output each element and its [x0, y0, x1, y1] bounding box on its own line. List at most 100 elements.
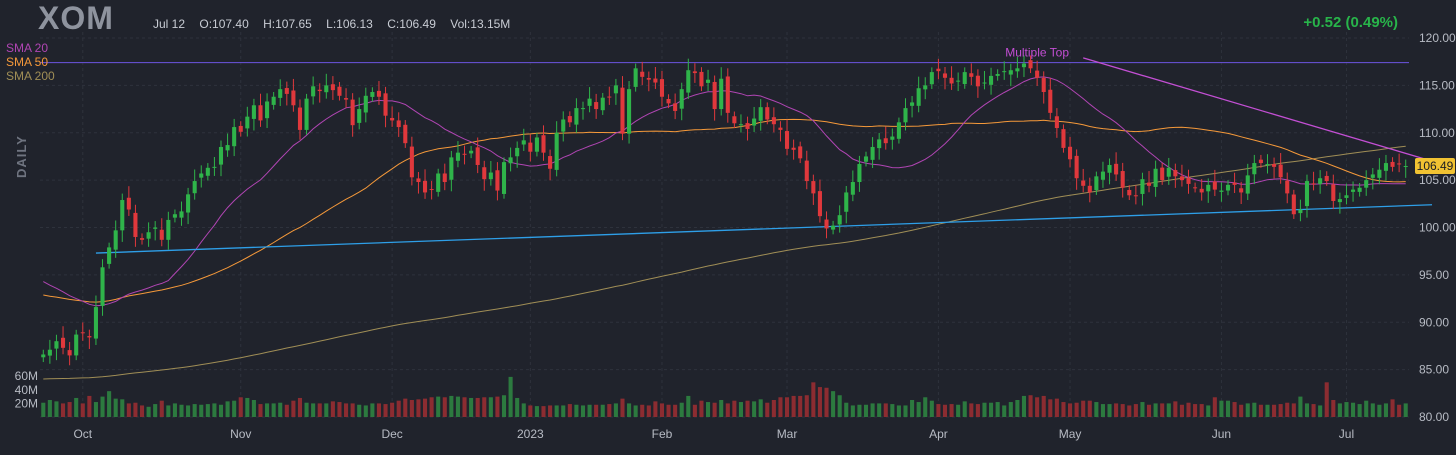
candle-body — [291, 90, 296, 106]
candle-body — [1311, 183, 1316, 185]
candle-body — [653, 78, 658, 83]
candle-body — [166, 219, 171, 240]
candle-body — [390, 117, 395, 121]
candle-body — [1298, 209, 1303, 214]
candle-body — [107, 247, 112, 264]
volume-bars — [41, 376, 1408, 417]
volume-bar — [192, 404, 197, 417]
volume-bar — [1258, 404, 1263, 417]
volume-bar — [429, 397, 434, 417]
candle-body — [580, 108, 586, 110]
legend-sma-50[interactable]: SMA 50 — [6, 55, 49, 69]
volume-bar — [291, 400, 296, 417]
volume-bar — [567, 404, 572, 417]
volume-bar — [1298, 396, 1303, 417]
candle-body — [528, 142, 533, 152]
volume-bar — [344, 403, 349, 417]
volume-bar — [1074, 402, 1079, 417]
candle-body — [409, 146, 414, 178]
volume-bar — [554, 405, 559, 417]
candle-body — [179, 211, 184, 218]
volume-bar — [640, 404, 645, 417]
legend-sma-20[interactable]: SMA 20 — [6, 41, 49, 55]
volume-bar — [60, 403, 66, 417]
candle-body — [890, 136, 895, 140]
volume-bar — [1048, 399, 1053, 417]
candle-body — [1166, 167, 1171, 177]
candle-body — [725, 76, 730, 113]
candle-body — [469, 150, 474, 154]
y-tick-label: 90.00 — [1419, 315, 1449, 329]
pattern-annotation: Multiple Top — [1005, 46, 1069, 60]
volume-bar — [41, 402, 46, 417]
volume-bar — [508, 376, 513, 417]
volume-bar — [1002, 405, 1007, 417]
volume-bar — [1133, 404, 1138, 417]
volume-bar — [1278, 404, 1283, 417]
volume-bar — [949, 404, 954, 417]
candle-body — [376, 90, 381, 97]
candle-body — [521, 140, 526, 145]
price-change: +0.52 (0.49%) — [1303, 14, 1398, 31]
candle-body — [1206, 184, 1211, 192]
legend-sma-200[interactable]: SMA 200 — [6, 69, 55, 83]
volume-bar — [1186, 402, 1191, 417]
axes: 80.00 85.00 90.00 95.00 100.00 105.00 110.00 11… — [15, 31, 1456, 441]
candle-body — [93, 307, 98, 339]
candle-body — [929, 72, 934, 85]
volume-bar — [1364, 400, 1369, 417]
volume-bar — [107, 391, 112, 417]
candle-body — [1278, 164, 1283, 178]
candle-body — [1160, 167, 1165, 181]
candle-body — [1324, 175, 1329, 182]
volume-bar — [633, 405, 638, 417]
candle-body — [495, 170, 500, 191]
candle-body — [80, 332, 85, 334]
volume-bar — [1114, 403, 1119, 417]
volume-bar — [251, 400, 256, 417]
candle-body — [265, 101, 270, 119]
candle-body — [100, 267, 105, 306]
candle-body — [449, 157, 454, 180]
volume-bar — [370, 403, 375, 417]
volume-bar — [153, 404, 158, 417]
volume-bar — [501, 395, 507, 417]
x-tick-label: Mar — [777, 427, 798, 441]
candle-body — [791, 147, 796, 150]
candle-body — [975, 75, 980, 87]
candle-body — [633, 68, 638, 87]
volume-bar — [47, 400, 52, 417]
candle-body — [1304, 181, 1310, 207]
volume-bar — [594, 404, 599, 417]
volume-bar — [903, 405, 908, 417]
volume-bar — [199, 404, 204, 417]
candle-body — [1232, 182, 1237, 185]
x-tick-label: Jun — [1212, 427, 1231, 441]
candle-body — [811, 181, 816, 194]
volume-tick-label: 20M — [15, 396, 38, 410]
sma-20-line — [43, 76, 1406, 307]
candle-body — [1114, 163, 1119, 175]
volume-bar — [337, 402, 342, 417]
x-tick-label: Oct — [73, 427, 92, 441]
candle-body — [1153, 168, 1158, 187]
candle-body — [686, 70, 691, 93]
indicator-legend: SMA 20 SMA 50 SMA 200 — [6, 41, 55, 83]
candle-body — [1081, 180, 1086, 186]
candle-body — [1028, 60, 1033, 69]
volume-bar — [896, 405, 901, 417]
candle-body — [1272, 164, 1277, 167]
candle-body — [936, 68, 941, 72]
candle-body — [706, 79, 711, 83]
candle-body — [1035, 70, 1040, 78]
x-tick-label: 2023 — [517, 427, 544, 441]
volume-bar — [831, 391, 836, 417]
volume-bar — [1390, 399, 1395, 417]
volume-bar — [416, 399, 421, 417]
volume-bar — [1146, 404, 1152, 417]
volume-bar — [225, 401, 230, 417]
candle-body — [844, 192, 849, 212]
volume-bar — [673, 404, 678, 417]
